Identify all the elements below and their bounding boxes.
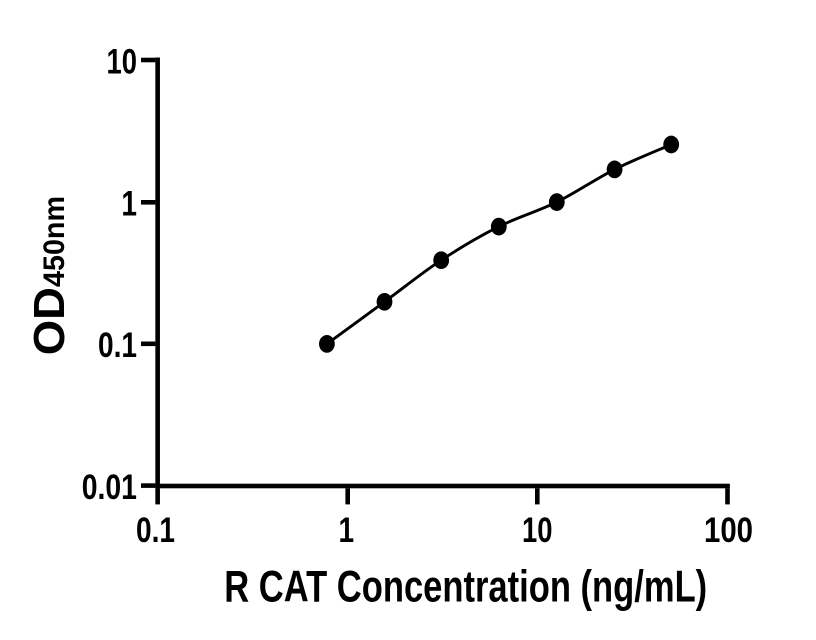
svg-text:R CAT Concentration (ng/mL): R CAT Concentration (ng/mL) bbox=[224, 562, 707, 611]
svg-text:0.01: 0.01 bbox=[82, 468, 137, 507]
svg-text:0.1: 0.1 bbox=[136, 511, 175, 550]
svg-text:0.1: 0.1 bbox=[98, 326, 137, 365]
svg-text:100: 100 bbox=[704, 511, 753, 550]
svg-text:10: 10 bbox=[522, 511, 553, 550]
svg-text:450nm: 450nm bbox=[38, 196, 71, 287]
svg-text:1: 1 bbox=[121, 185, 137, 224]
svg-text:10: 10 bbox=[107, 42, 138, 81]
svg-text:1: 1 bbox=[339, 511, 355, 550]
svg-text:OD: OD bbox=[25, 287, 74, 355]
